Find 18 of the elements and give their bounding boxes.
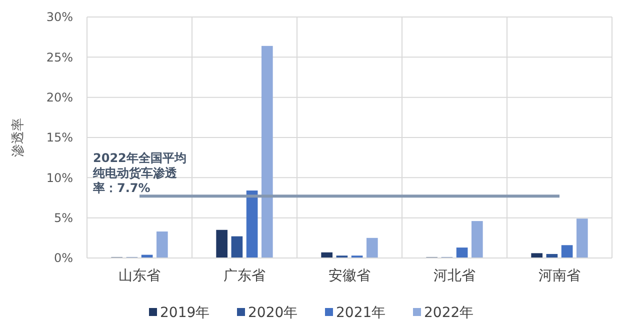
x-tick-label: 广东省 bbox=[224, 268, 266, 284]
y-tick-label: 15% bbox=[46, 130, 73, 145]
y-tick-label: 30% bbox=[46, 10, 73, 24]
y-tick-label: 5% bbox=[54, 211, 73, 226]
y-tick-label: 0% bbox=[54, 251, 73, 266]
x-tick-label: 河北省 bbox=[434, 268, 476, 284]
y-tick-label: 20% bbox=[46, 90, 73, 105]
y-axis-title: 渗透率 bbox=[10, 118, 26, 157]
ref-line-label: 2022年全国平均纯电动货车渗透率：7.7% bbox=[92, 151, 186, 196]
x-tick-label: 安徽省 bbox=[328, 268, 370, 284]
x-tick-label: 河南省 bbox=[538, 268, 580, 284]
x-tick-label: 山东省 bbox=[118, 268, 160, 284]
y-tick-label: 25% bbox=[46, 50, 73, 64]
legend-label: 2022年 bbox=[424, 304, 474, 321]
legend-label: 2020年 bbox=[248, 304, 298, 321]
y-tick-label: 10% bbox=[46, 170, 73, 185]
legend-label: 2019年 bbox=[160, 304, 210, 321]
legend-label: 2021年 bbox=[336, 304, 386, 321]
